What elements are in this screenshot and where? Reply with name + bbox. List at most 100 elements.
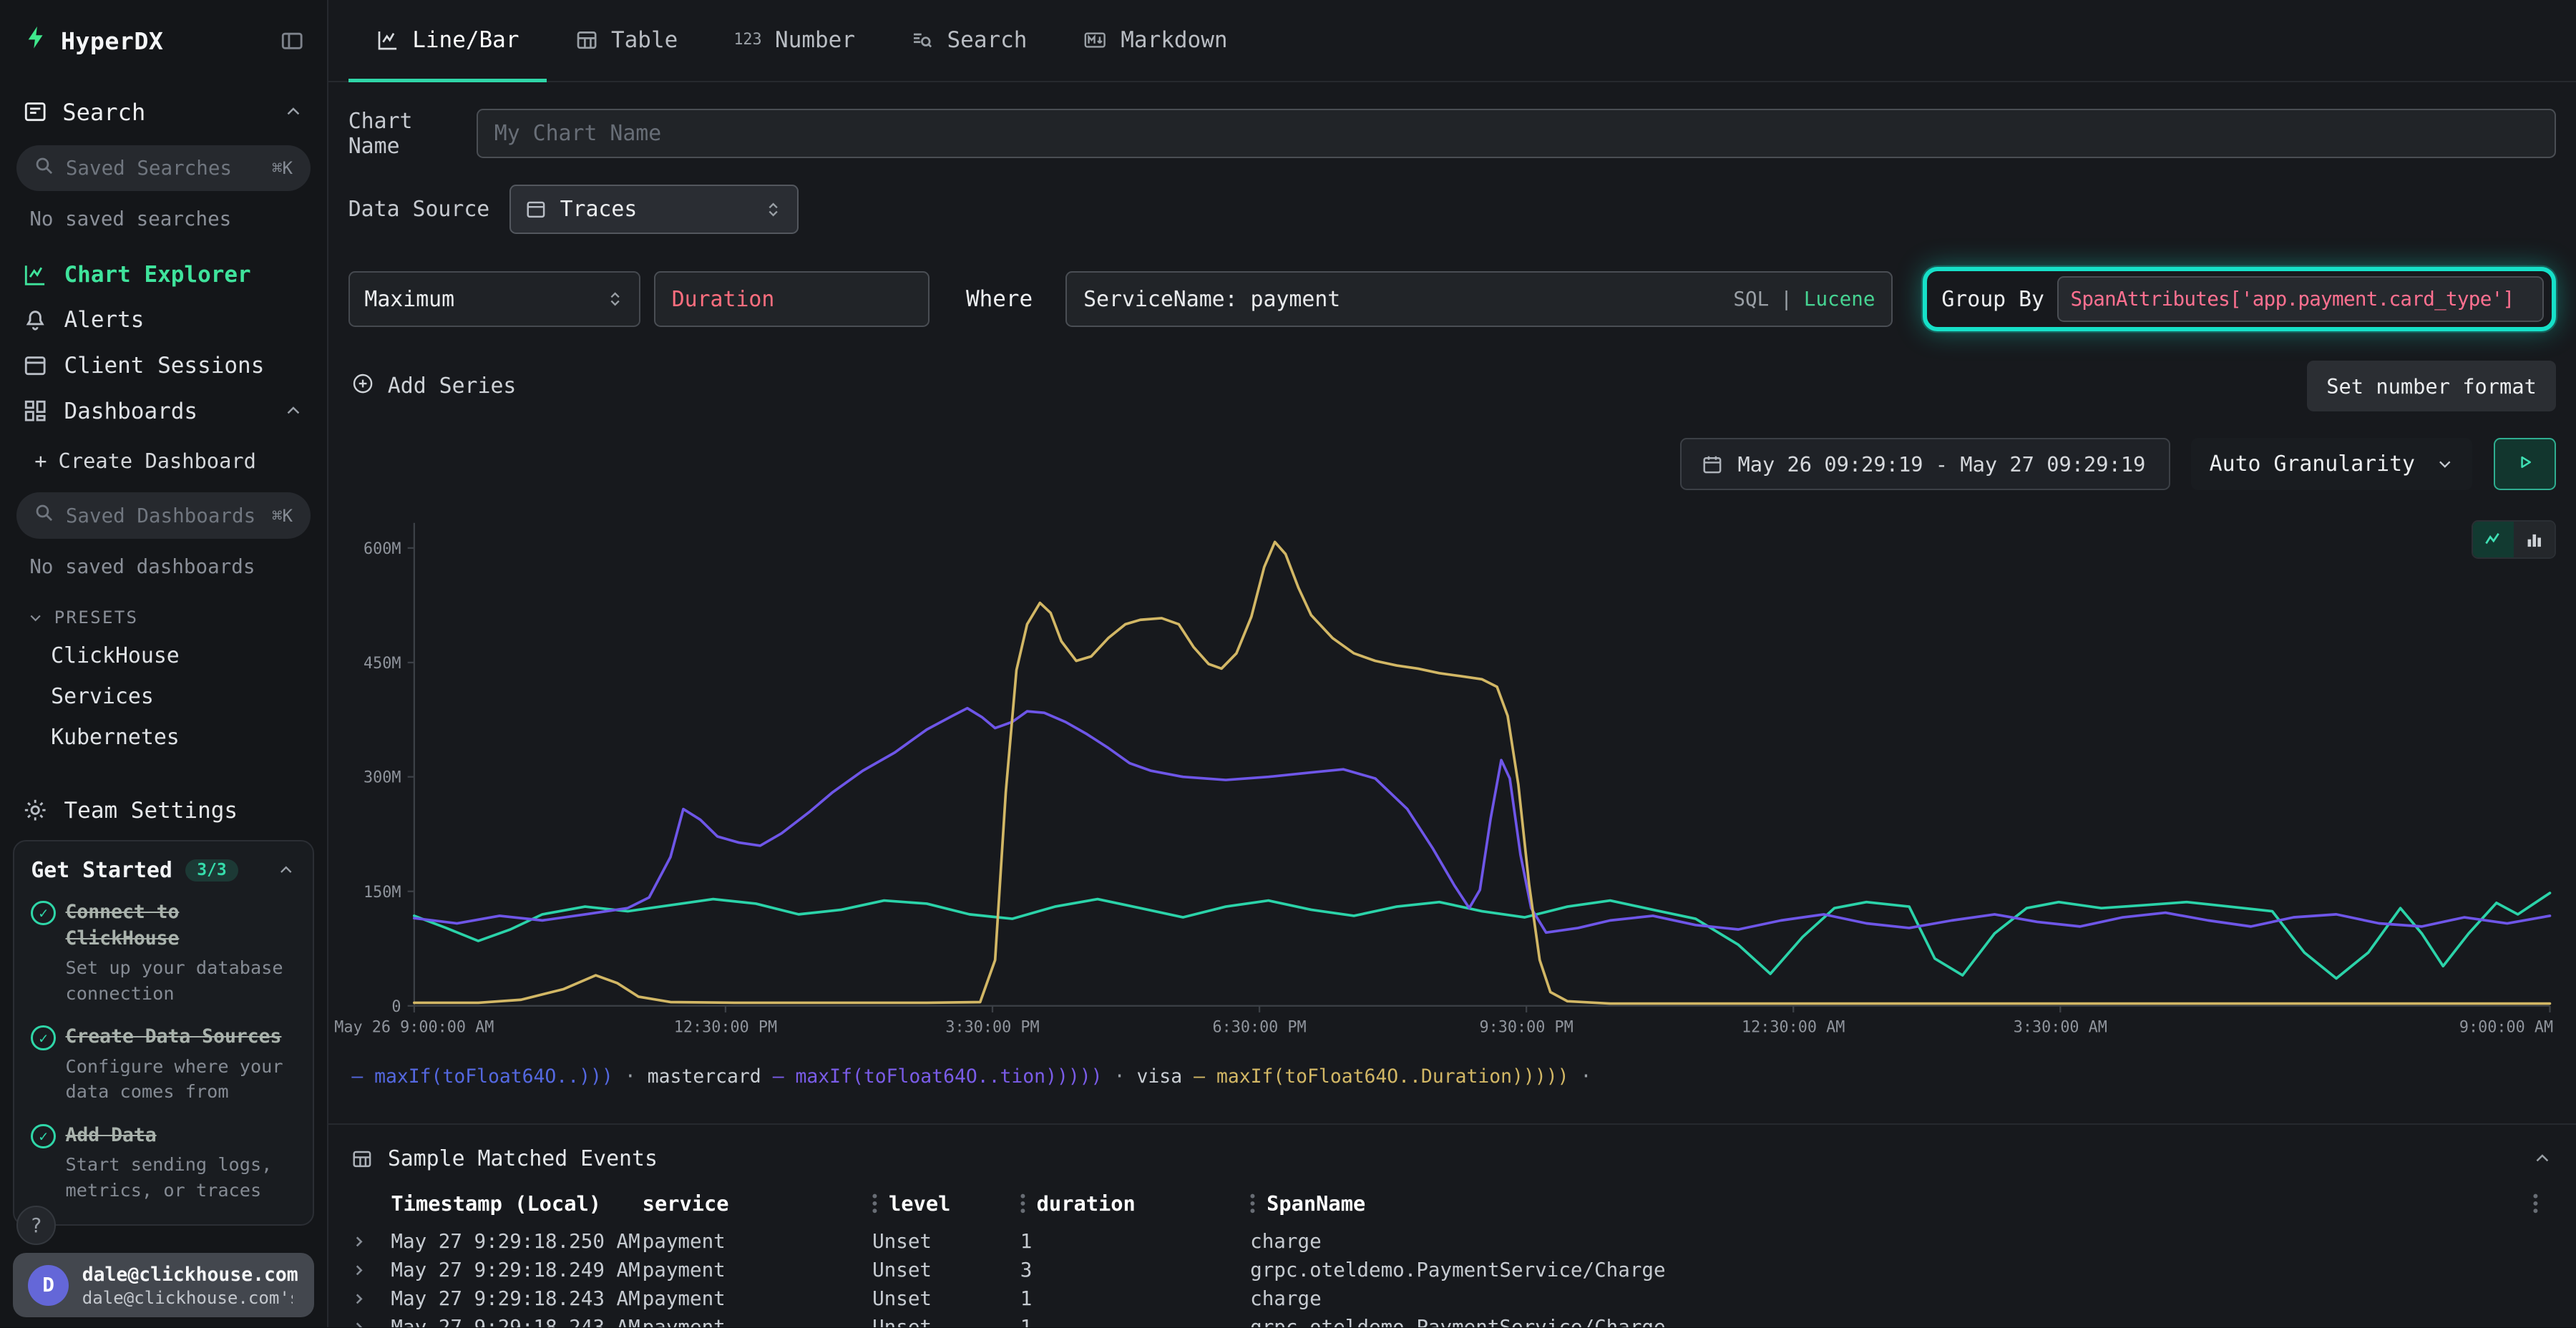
sidebar: HyperDX Search Saved Searches ⌘K No save… bbox=[0, 0, 328, 1327]
event-row[interactable]: May 27 9:29:18.243 AM payment Unset 1 gr… bbox=[328, 1313, 2576, 1327]
column-timestamp[interactable]: Timestamp (Local) bbox=[391, 1191, 642, 1216]
column-service[interactable]: service bbox=[643, 1191, 872, 1216]
sidebar-item-alerts[interactable]: Alerts bbox=[0, 298, 327, 343]
svg-text:12:30:00 PM: 12:30:00 PM bbox=[673, 1019, 776, 1037]
no-saved-dashboards-note: No saved dashboards bbox=[0, 549, 327, 593]
line-chart-toggle-button[interactable] bbox=[2473, 522, 2514, 558]
legend-series-1[interactable]: — maxIf(toFloat64O..))) bbox=[351, 1065, 613, 1088]
legend-separator: · bbox=[625, 1065, 636, 1088]
tab-markdown[interactable]: Markdown bbox=[1055, 0, 1255, 81]
gear-icon bbox=[23, 798, 47, 822]
tab-number[interactable]: 123 Number bbox=[706, 0, 883, 81]
row-expander-icon[interactable] bbox=[348, 1234, 391, 1249]
sidebar-item-dashboards[interactable]: Dashboards bbox=[0, 389, 327, 434]
query-language-toggle: SQL | Lucene bbox=[1733, 288, 1875, 311]
where-input[interactable] bbox=[1083, 287, 1720, 312]
lucene-toggle-option[interactable]: Lucene bbox=[1804, 288, 1875, 311]
markdown-icon bbox=[1083, 29, 1107, 52]
legend-dash: — bbox=[351, 1065, 363, 1088]
granularity-select[interactable]: Auto Granularity bbox=[2191, 438, 2472, 490]
data-source-select[interactable]: Traces bbox=[509, 185, 799, 234]
saved-searches-input[interactable]: Saved Searches ⌘K bbox=[16, 145, 311, 191]
chevron-up-icon[interactable] bbox=[283, 102, 304, 123]
sql-toggle-option[interactable]: SQL bbox=[1733, 288, 1769, 311]
column-duration[interactable]: duration bbox=[1020, 1191, 1250, 1216]
cell-level: Unset bbox=[872, 1230, 1020, 1253]
chevron-up-icon[interactable] bbox=[2532, 1148, 2553, 1170]
no-saved-searches-note: No saved searches bbox=[0, 201, 327, 245]
tab-table[interactable]: Table bbox=[547, 0, 706, 81]
create-dashboard-button[interactable]: + Create Dashboard bbox=[0, 434, 327, 487]
legend-dash: — bbox=[1194, 1065, 1205, 1088]
event-row[interactable]: May 27 9:29:18.243 AM payment Unset 1 ch… bbox=[328, 1284, 2576, 1313]
saved-dashboards-placeholder: Saved Dashboards bbox=[66, 504, 255, 527]
column-menu-icon[interactable] bbox=[872, 1193, 877, 1214]
sidebar-nav: Chart Explorer Alerts Client Sessions Da… bbox=[0, 252, 327, 434]
row-expander-icon[interactable] bbox=[348, 1320, 391, 1327]
row-expander-icon[interactable] bbox=[348, 1263, 391, 1278]
column-menu-icon[interactable] bbox=[1020, 1193, 1025, 1214]
event-row[interactable]: May 27 9:29:18.249 AM payment Unset 3 gr… bbox=[328, 1256, 2576, 1284]
avatar: D bbox=[28, 1265, 69, 1306]
cell-timestamp: May 27 9:29:18.243 AM bbox=[391, 1287, 642, 1310]
play-icon bbox=[2514, 449, 2536, 479]
events-table-body: May 27 9:29:18.250 AM payment Unset 1 ch… bbox=[328, 1227, 2576, 1327]
sidebar-item-client-sessions[interactable]: Client Sessions bbox=[0, 343, 327, 389]
get-started-item[interactable]: ✓ Create Data Sources Configure where yo… bbox=[31, 1024, 296, 1104]
aggregation-field-input[interactable] bbox=[672, 287, 912, 312]
tab-line-bar[interactable]: Line/Bar bbox=[348, 0, 547, 81]
add-series-button[interactable]: Add Series bbox=[348, 372, 517, 401]
aggregation-select[interactable]: Maximum bbox=[348, 271, 641, 327]
sidebar-item-chart-explorer[interactable]: Chart Explorer bbox=[0, 252, 327, 298]
sidebar-collapse-icon[interactable] bbox=[280, 29, 304, 53]
column-menu-icon[interactable] bbox=[1250, 1193, 1255, 1214]
chart-controls: May 26 09:29:19 - May 27 09:29:19 Auto G… bbox=[328, 438, 2576, 490]
preset-dashboard-item[interactable]: ClickHouse bbox=[0, 635, 327, 676]
user-menu[interactable]: D dale@clickhouse.com dale@clickhouse.co… bbox=[13, 1253, 313, 1317]
chevron-up-icon[interactable] bbox=[283, 401, 304, 422]
column-level[interactable]: level bbox=[872, 1191, 1020, 1216]
get-started-item[interactable]: ✓ Add Data Start sending logs, metrics, … bbox=[31, 1123, 296, 1203]
preset-dashboard-item[interactable]: Services bbox=[0, 676, 327, 717]
data-source-value: Traces bbox=[560, 197, 638, 222]
saved-searches-placeholder: Saved Searches bbox=[66, 157, 232, 180]
chart-name-input[interactable] bbox=[494, 121, 2539, 146]
set-number-format-button[interactable]: Set number format bbox=[2307, 361, 2557, 411]
cell-service: payment bbox=[643, 1287, 872, 1310]
legend-series-2[interactable]: — maxIf(toFloat64O..tion))))) bbox=[773, 1065, 1103, 1088]
legend-series-3[interactable]: — maxIf(toFloat64O..Duration))))) bbox=[1194, 1065, 1568, 1088]
run-query-button[interactable] bbox=[2494, 438, 2556, 490]
group-by-input[interactable] bbox=[2070, 288, 2530, 311]
event-row[interactable]: May 27 9:29:18.250 AM payment Unset 1 ch… bbox=[328, 1227, 2576, 1256]
row-expander-icon[interactable] bbox=[348, 1292, 391, 1307]
svg-text:450M: 450M bbox=[364, 655, 401, 673]
cell-duration: 3 bbox=[1020, 1259, 1250, 1281]
timeseries-chart[interactable]: 0150M300M450M600MMay 26 9:00:00 AM12:30:… bbox=[348, 513, 2557, 1055]
column-spanname[interactable]: SpanName bbox=[1250, 1191, 2533, 1216]
legend-separator: · bbox=[1581, 1065, 1592, 1088]
saved-dashboards-input[interactable]: Saved Dashboards ⌘K bbox=[16, 492, 311, 538]
cell-timestamp: May 27 9:29:18.250 AM bbox=[391, 1230, 642, 1253]
tab-search[interactable]: Search bbox=[883, 0, 1055, 81]
browser-icon bbox=[23, 353, 47, 378]
app-title: HyperDX bbox=[61, 27, 163, 55]
cell-level: Unset bbox=[872, 1259, 1020, 1281]
list-search-icon bbox=[911, 29, 934, 52]
date-range-picker[interactable]: May 26 09:29:19 - May 27 09:29:19 bbox=[1680, 438, 2170, 490]
presets-toggle[interactable]: PRESETS bbox=[0, 592, 327, 635]
get-started-card: Get Started 3/3 ✓ Connect to ClickHouse … bbox=[13, 840, 313, 1226]
get-started-items: ✓ Connect to ClickHouse Set up your data… bbox=[31, 899, 296, 1203]
get-started-header[interactable]: Get Started 3/3 bbox=[31, 858, 296, 883]
events-panel-header[interactable]: Sample Matched Events bbox=[328, 1125, 2576, 1191]
bar-chart-toggle-button[interactable] bbox=[2514, 522, 2555, 558]
help-button[interactable]: ? bbox=[16, 1206, 56, 1245]
sidebar-item-team-settings[interactable]: Team Settings bbox=[0, 781, 327, 840]
chevron-up-icon[interactable] bbox=[276, 861, 296, 881]
user-email: dale@clickhouse.com bbox=[82, 1263, 298, 1287]
sidebar-section-search[interactable]: Search bbox=[0, 79, 327, 140]
get-started-item[interactable]: ✓ Connect to ClickHouse Set up your data… bbox=[31, 899, 296, 1006]
preset-dashboard-item[interactable]: Kubernetes bbox=[0, 717, 327, 758]
table-menu-icon[interactable] bbox=[2533, 1193, 2576, 1214]
events-table-header: Timestamp (Local) service level duration… bbox=[328, 1191, 2576, 1227]
get-started-title: Get Started bbox=[31, 858, 172, 883]
